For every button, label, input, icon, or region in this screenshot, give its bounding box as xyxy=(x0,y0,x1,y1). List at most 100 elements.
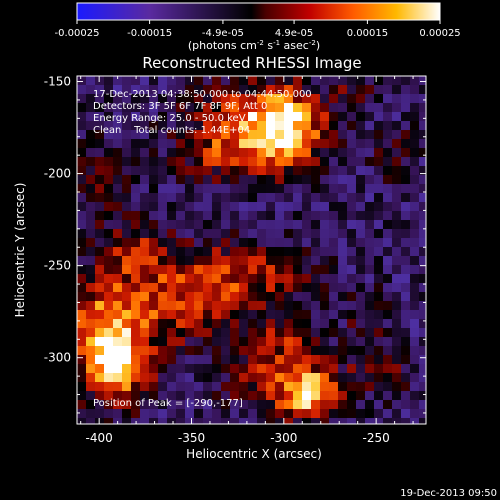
heatmap-cell xyxy=(284,283,293,292)
heatmap-cell xyxy=(338,247,347,256)
heatmap-cell xyxy=(392,193,401,202)
heatmap-cell xyxy=(293,148,302,157)
heatmap-cell xyxy=(257,112,266,121)
heatmap-cell xyxy=(347,103,356,112)
heatmap-cell xyxy=(374,256,383,265)
heatmap-cell xyxy=(176,157,185,166)
heatmap-cell xyxy=(95,202,104,211)
heatmap-cell xyxy=(203,139,212,148)
heatmap-cell xyxy=(122,121,131,130)
heatmap-cell xyxy=(284,157,293,166)
heatmap-cell xyxy=(374,238,383,247)
peak-position-label: Position of Peak = [-290,-177] xyxy=(93,398,243,409)
heatmap-cell xyxy=(374,274,383,283)
heatmap-cell xyxy=(329,247,338,256)
heatmap-cell xyxy=(86,346,95,355)
heatmap-cell xyxy=(302,256,311,265)
heatmap-cell xyxy=(365,364,374,373)
heatmap-cell xyxy=(86,265,95,274)
heatmap-cell xyxy=(275,247,284,256)
heatmap-cell xyxy=(392,265,401,274)
heatmap-cell xyxy=(104,94,113,103)
heatmap-cell xyxy=(374,76,383,85)
heatmap-cell xyxy=(95,391,104,400)
heatmap-cell xyxy=(149,400,158,409)
heatmap-cell xyxy=(347,319,356,328)
heatmap-cell xyxy=(329,382,338,391)
heatmap-cell xyxy=(86,157,95,166)
heatmap-cell xyxy=(329,283,338,292)
heatmap-cell xyxy=(320,220,329,229)
heatmap-cell xyxy=(86,391,95,400)
heatmap-cell xyxy=(266,265,275,274)
heatmap-cell xyxy=(203,373,212,382)
heatmap-cell xyxy=(338,94,347,103)
heatmap-cell xyxy=(410,346,419,355)
heatmap-cell xyxy=(104,319,113,328)
heatmap-cell xyxy=(419,337,426,346)
heatmap-cell xyxy=(293,355,302,364)
heatmap-cell xyxy=(131,418,140,424)
heatmap-cell xyxy=(365,112,374,121)
heatmap-cell xyxy=(77,130,86,139)
heatmap-cell xyxy=(410,373,419,382)
heatmap-cell xyxy=(338,274,347,283)
heatmap-cell xyxy=(347,130,356,139)
heatmap-cell xyxy=(302,337,311,346)
heatmap-cell xyxy=(239,193,248,202)
heatmap-cell xyxy=(302,148,311,157)
heatmap-cell xyxy=(410,103,419,112)
heatmap-cell xyxy=(311,121,320,130)
heatmap-cell xyxy=(86,175,95,184)
heatmap-cell xyxy=(140,175,149,184)
heatmap-cell xyxy=(176,220,185,229)
heatmap-cell xyxy=(158,292,167,301)
heatmap-cell xyxy=(239,382,248,391)
heatmap-cell xyxy=(365,283,374,292)
heatmap-cell xyxy=(95,247,104,256)
heatmap-cell xyxy=(167,184,176,193)
heatmap-cell xyxy=(185,247,194,256)
heatmap-cell xyxy=(266,175,275,184)
heatmap-cell xyxy=(113,319,122,328)
heatmap-cell xyxy=(248,382,257,391)
heatmap-cell xyxy=(401,139,410,148)
heatmap-cell xyxy=(356,391,365,400)
heatmap-cell xyxy=(401,382,410,391)
heatmap-cell xyxy=(275,265,284,274)
heatmap-cell xyxy=(329,121,338,130)
heatmap-cell xyxy=(230,130,239,139)
heatmap-cell xyxy=(176,283,185,292)
heatmap-cell xyxy=(302,202,311,211)
heatmap-cell xyxy=(122,211,131,220)
heatmap-cell xyxy=(113,238,122,247)
heatmap-cell xyxy=(185,319,194,328)
heatmap-cell xyxy=(221,373,230,382)
heatmap-cell xyxy=(140,220,149,229)
heatmap-cell xyxy=(230,355,239,364)
heatmap-cell xyxy=(149,247,158,256)
heatmap-cell xyxy=(266,220,275,229)
heatmap-cell xyxy=(77,94,86,103)
heatmap-cell xyxy=(257,139,266,148)
heatmap-cell xyxy=(95,157,104,166)
heatmap-cell xyxy=(95,130,104,139)
heatmap-cell xyxy=(401,373,410,382)
heatmap-cell xyxy=(266,373,275,382)
heatmap-cell xyxy=(383,328,392,337)
heatmap-cell xyxy=(293,85,302,94)
heatmap-cell xyxy=(311,229,320,238)
heatmap-cell xyxy=(77,337,86,346)
heatmap-cell xyxy=(257,103,266,112)
heatmap-cell xyxy=(167,220,176,229)
heatmap-cell xyxy=(320,310,329,319)
heatmap-cell xyxy=(338,319,347,328)
y-tick-label: -300 xyxy=(44,351,71,365)
heatmap-cell xyxy=(131,346,140,355)
heatmap-cell xyxy=(122,157,131,166)
heatmap-cell xyxy=(383,364,392,373)
heatmap-cell xyxy=(365,139,374,148)
heatmap-cell xyxy=(266,310,275,319)
heatmap-cell xyxy=(329,220,338,229)
heatmap-cell xyxy=(338,202,347,211)
